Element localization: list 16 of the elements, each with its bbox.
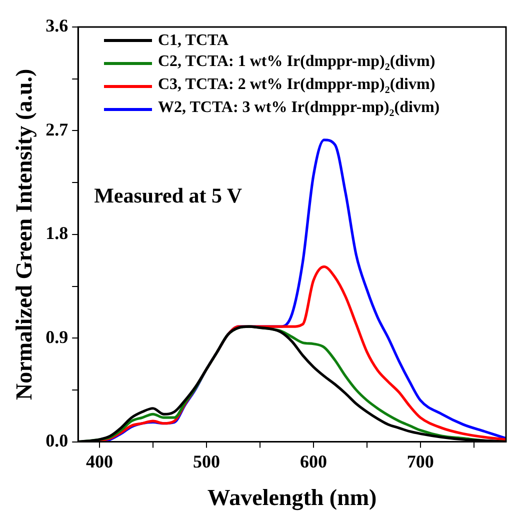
annotation: Measured at 5 V [94,183,242,208]
legend-label: W2, TCTA: 3 wt% Ir(dmppr-mp)$_{2}$(divm) [158,99,440,120]
y-tick-label: 1.8 [46,223,68,244]
legend-label: C2, TCTA: 1 wt% Ir(dmppr-mp)$_{2}$(divm) [158,53,436,74]
legend-label: C1, TCTA [158,32,229,50]
x-tick-label: 700 [406,451,434,472]
legend-label: C3, TCTA: 2 wt% Ir(dmppr-mp)$_{2}$(divm) [158,76,436,97]
x-tick-label: 400 [86,451,113,472]
x-tick-label: 600 [300,451,327,472]
y-tick-label: 0.9 [46,326,68,347]
y-tick-label: 3.6 [46,16,68,36]
y-tick-label: 0.0 [46,430,68,450]
x-axis-title: Wavelength (nm) [207,485,377,512]
y-tick-label: 2.7 [46,119,68,140]
y-axis-title: Normalized Green Intensity (a.u.) [12,68,37,400]
x-tick-label: 500 [192,451,220,472]
